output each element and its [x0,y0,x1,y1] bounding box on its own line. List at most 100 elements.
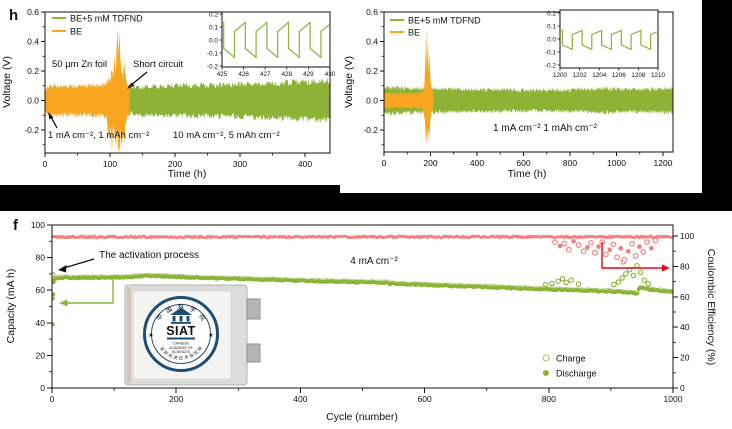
logo-arc-char: 研 [189,352,195,359]
charge-outlier [575,281,582,287]
efficiency-outlier [618,245,624,251]
efficiency-point [670,236,673,239]
y-tick-label: 0.4 [366,37,378,47]
efficiency-outlier [575,242,582,248]
pouch-seal-edge [127,287,131,383]
logo-inner-ring [151,304,211,364]
x-tick-label: 200 [423,158,437,168]
charge-outlier [637,269,644,276]
charge-outlier [559,276,566,282]
pouch-tab-bottom [246,343,261,363]
i-axes: 0.6 0.4 0.2 0.0 -0.2 0 200 400 600 800 1000 1200 [363,7,674,168]
logo-building-column [179,316,183,322]
logo-arc-char: 中 [155,313,165,323]
logo-star-right: ★ [208,332,213,339]
x-tick-label: 1000 [607,158,626,168]
efficiency-outlier [603,251,609,258]
activation-annotation: The activation process [99,250,199,261]
panel-h-label: h [9,7,18,24]
x-tick-label: 400 [293,394,307,404]
inset-frame [221,11,331,68]
inset-y-tick-label: 0.0 [209,38,218,45]
series-band-green [384,85,673,116]
efficiency-outlier [571,239,576,244]
left-y-tick-label: 100 [31,220,45,230]
y-tick-label: 0.0 [27,96,39,106]
x-tick-label: 600 [516,158,530,168]
y-tick-label: 0.2 [366,66,378,76]
right-y-tick-label: 0 [680,383,685,393]
charge-outlier [568,277,574,283]
stage1-arrow-head [48,112,54,120]
short-circuit-arrow-head [127,82,135,89]
inset-x-tick-label: 426 [238,71,249,78]
efficiency-outlier [614,254,620,261]
efficiency-outlier [580,248,587,255]
logo-sub-line2: ACADEMY OF [169,346,194,350]
efficiency-outlier [626,248,631,254]
h-axes: 0.6 0.4 0.2 0.0 -0.2 0 100 200 300 400 [24,7,331,169]
legend-label-tdfnd: BE+5 mM TDFND [70,14,143,24]
efficiency-outlier [649,245,654,251]
inset-waveform [560,29,659,51]
logo-arc-char: 院 [197,313,207,323]
efficiency-outlier [632,252,639,259]
inset-y-tick-label: 0.1 [209,25,218,32]
charge-outlier [549,280,555,287]
logo-arc-char: 术 [184,353,190,361]
logo-arc-char: 进 [173,353,179,361]
charge-outlier [645,280,651,287]
condition-annotation: 1 mA cm⁻² 1 mAh cm⁻² [493,123,598,134]
legend-label-be: BE [408,28,420,38]
panel-i-x-axis-label: Time (h) [508,168,547,180]
panel-f-legend: Charge Discharge [542,354,597,379]
pouch-tab-top [246,298,261,320]
charge-outlier [615,279,622,285]
right-y-tick-label: 100 [680,231,694,241]
logo-sub-line1: CHINESE [173,342,190,346]
charge-outlier [630,272,637,279]
panel-f-label: f [13,217,19,234]
logo-building-roof [170,307,192,315]
panel-h-x-axis-label: Time (h) [168,168,207,180]
discharge-early-point [52,296,55,301]
inset-y-tick-label: 0.1 [547,24,556,31]
y-tick-label: 0.6 [366,7,378,17]
efficiency-outlier [607,247,612,252]
x-tick-label: 600 [418,394,432,404]
panel-f-x-axis-label: Cycle (number) [326,411,398,423]
efficiency-outlier [591,249,598,256]
inset-y-tick-label: 0.2 [209,12,218,19]
inset-x-tick-label: 1210 [651,72,666,79]
logo-sub-line3: SCIENCES [172,350,191,354]
x-tick-label: 0 [382,158,387,168]
inset-x-tick-label: 430 [325,71,336,78]
efficiency-outlier [557,243,563,249]
pouch-cell-photo: 中国科学院深圳先进技术研究院 ★ ★ SIAT CHINESE ACADEMY … [124,284,261,386]
logo-arc-text: 中国科学院深圳先进技术研究院 [155,303,208,362]
efficiency-outlier [585,245,590,250]
efficiency-outlier [561,240,568,247]
f-data [52,234,673,327]
activation-arrow-line [63,258,95,269]
efficiency-axis-pointer-head [662,264,670,272]
stage2-annotation: 10 mA cm⁻², 5 mAh cm⁻² [173,130,280,141]
x-tick-label: 100 [103,159,117,169]
charge-outlier [623,271,629,277]
logo-arc-char: 科 [178,303,184,311]
panel-f-y-axis-label-right: Coulombic Efficiency (%) [705,249,717,366]
inset-y-tick-label: -0.2 [545,63,557,70]
inset-x-tick-label: 1204 [592,72,607,79]
plot-frame [44,11,331,154]
stage1-annotation: 1 mA cm⁻², 1 mAh cm⁻² [48,130,149,141]
inset-y-tick-label: -0.1 [545,50,557,57]
left-y-tick-label: 60 [36,285,46,295]
x-tick-label: 0 [50,394,55,404]
x-tick-label: 1000 [664,394,683,404]
inset-x-tick-label: 1200 [553,72,568,79]
logo-arc-char: 深 [158,345,166,353]
y-tick-label: -0.2 [363,125,378,135]
x-tick-label: 300 [233,159,247,169]
inset-y-tick-label: 0.0 [547,37,556,44]
